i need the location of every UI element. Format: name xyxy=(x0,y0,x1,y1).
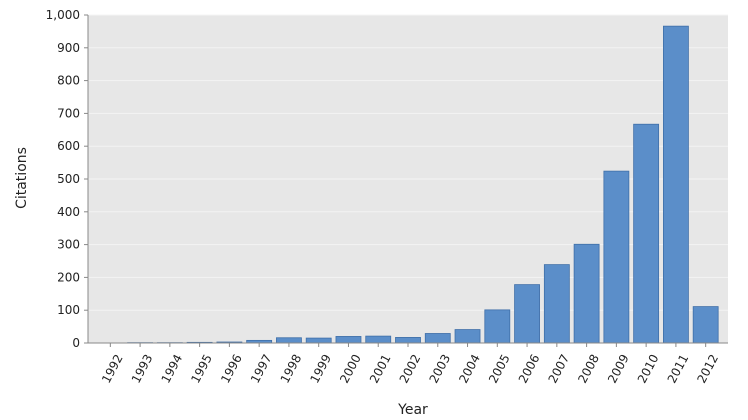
x-tick-label-1997: 1997 xyxy=(248,352,275,386)
y-tick-label: 1,000 xyxy=(46,8,80,22)
bar-2006 xyxy=(514,284,540,344)
y-tick-label: 300 xyxy=(57,238,80,252)
x-tick-label-2009: 2009 xyxy=(605,352,632,386)
bar-2003 xyxy=(424,333,451,344)
bar-2011 xyxy=(663,25,689,344)
x-axis-ticks: 1992 1993 1994 1995 1996 1997 1998 1999 2000 2001… xyxy=(99,343,721,386)
bar-2008 xyxy=(573,243,600,344)
y-tick-label: 500 xyxy=(57,172,80,186)
x-tick-label-2004: 2004 xyxy=(456,352,483,386)
bar-1998 xyxy=(276,337,302,344)
y-axis-ticks: 0 100 200 300 400 500 600 700 800 900 1,000 xyxy=(46,8,88,350)
y-tick-label: 700 xyxy=(57,106,80,120)
x-tick-label-1995: 1995 xyxy=(188,352,215,386)
bar-2000 xyxy=(335,336,362,344)
bar-2012 xyxy=(692,306,719,344)
x-tick-label-2011: 2011 xyxy=(665,352,692,386)
x-axis-title: Year xyxy=(397,402,428,418)
grid-lines xyxy=(88,14,728,311)
bar-2005 xyxy=(484,309,511,344)
y-tick-label: 600 xyxy=(57,139,80,153)
x-tick-label-1996: 1996 xyxy=(218,352,245,386)
bar-2004 xyxy=(454,329,481,344)
x-tick-label-2001: 2001 xyxy=(367,352,394,386)
x-tick-label-2003: 2003 xyxy=(426,352,453,386)
y-tick-label: 900 xyxy=(57,41,80,55)
x-tick-label-2008: 2008 xyxy=(575,352,602,386)
x-tick-label-2006: 2006 xyxy=(516,352,543,386)
bar-2010 xyxy=(633,123,660,344)
x-tick-label-2012: 2012 xyxy=(694,352,721,386)
y-axis-title: Citations xyxy=(14,147,30,209)
x-tick-label-1994: 1994 xyxy=(159,352,186,386)
y-tick-label: 800 xyxy=(57,74,80,88)
bar-1999 xyxy=(305,337,332,344)
x-tick-label-2000: 2000 xyxy=(337,352,364,386)
bar-2009 xyxy=(603,170,630,344)
x-tick-label-1992: 1992 xyxy=(99,352,126,386)
x-tick-label-2007: 2007 xyxy=(546,352,573,386)
x-tick-label-2010: 2010 xyxy=(635,352,662,386)
x-tick-label-2005: 2005 xyxy=(486,352,513,386)
y-tick-label: 0 xyxy=(72,336,80,350)
y-tick-label: 400 xyxy=(57,205,80,219)
x-tick-label-1999: 1999 xyxy=(307,352,334,386)
bar-2002 xyxy=(395,337,421,344)
x-tick-label-2002: 2002 xyxy=(397,352,424,386)
y-tick-label: 200 xyxy=(57,270,80,284)
y-tick-label: 100 xyxy=(57,303,80,317)
x-tick-label-1998: 1998 xyxy=(278,352,305,386)
bar-2007 xyxy=(543,264,570,344)
bar-2001 xyxy=(365,335,392,344)
x-tick-label-1993: 1993 xyxy=(129,352,156,386)
